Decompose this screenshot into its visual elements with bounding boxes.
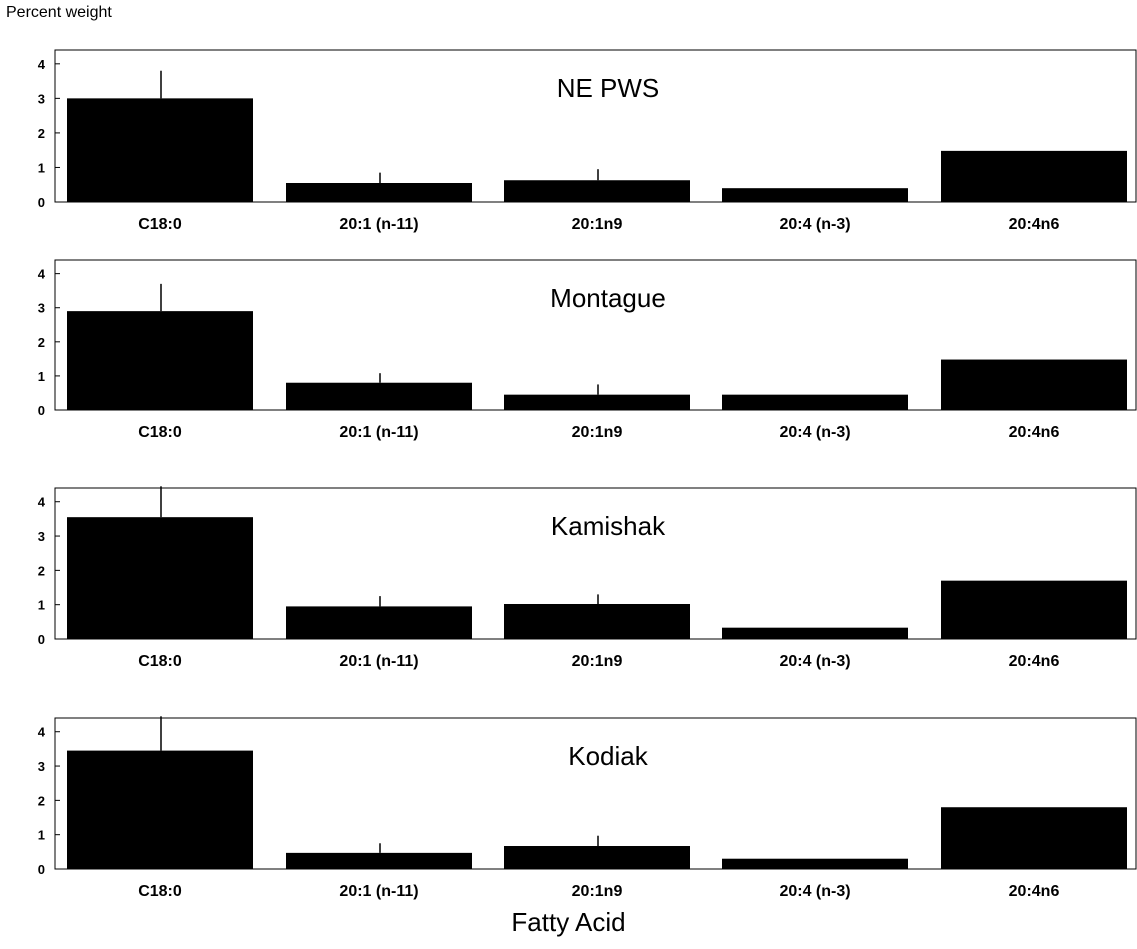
panel-2-ytick-label-1: 1 [38, 369, 45, 384]
panel-4-bar-4 [722, 858, 908, 869]
panel-1-category-label-1: C18:0 [138, 216, 182, 233]
panel-4-category-label-4: 20:4 (n-3) [779, 883, 850, 900]
panel-4-category-label-2: 20:1 (n-11) [339, 883, 418, 900]
panel-4-ytick-label-2: 2 [38, 793, 45, 808]
panel-4-category-label-3: 20:1n9 [572, 883, 623, 900]
panel-3-bar-5 [941, 580, 1127, 639]
panel-3-title: Kamishak [551, 511, 666, 541]
panel-3-category-label-3: 20:1n9 [572, 653, 623, 670]
panel-2-ytick-label-4: 4 [38, 267, 46, 282]
panel-4-category-label-5: 20:4n6 [1009, 883, 1060, 900]
panel-1-category-label-3: 20:1n9 [572, 216, 623, 233]
panel-1-bar-2 [286, 183, 472, 202]
panel-3-bar-1 [67, 517, 253, 639]
panel-2-category-label-2: 20:1 (n-11) [339, 424, 418, 441]
panel-4-category-label-1: C18:0 [138, 883, 182, 900]
x-axis-label: Fatty Acid [511, 907, 626, 937]
panel-4-bar-3 [504, 846, 690, 869]
panel-3-ytick-label-2: 2 [38, 563, 45, 578]
panel-3-bar-3 [504, 603, 690, 639]
panel-1-ytick-label-2: 2 [38, 126, 45, 141]
panel-1-bar-1 [67, 98, 253, 202]
panel-1-bar-4 [722, 188, 908, 202]
panel-3-category-label-4: 20:4 (n-3) [779, 653, 850, 670]
panel-1-ytick-label-3: 3 [38, 91, 45, 106]
panel-2-category-label-5: 20:4n6 [1009, 424, 1060, 441]
panel-4-ytick-label-4: 4 [38, 725, 46, 740]
panel-2-category-label-1: C18:0 [138, 424, 182, 441]
panel-4-title: Kodiak [568, 741, 648, 771]
panel-2-bar-1 [67, 311, 253, 410]
panel-2-ytick-label-2: 2 [38, 335, 45, 350]
panel-1-ytick-label-4: 4 [38, 57, 46, 72]
panel-4-bar-1 [67, 750, 253, 869]
panel-4-bar-5 [941, 807, 1127, 869]
panel-2-bar-3 [504, 394, 690, 410]
panel-3-category-label-2: 20:1 (n-11) [339, 653, 418, 670]
panel-4-ytick-label-0: 0 [38, 862, 45, 877]
panel-2-title: Montague [550, 283, 666, 313]
panel-3-ytick-label-3: 3 [38, 529, 45, 544]
panel-3-category-label-1: C18:0 [138, 653, 182, 670]
panel-2-bar-4 [722, 394, 908, 410]
panel-2-bar-5 [941, 359, 1127, 410]
panel-1-bar-5 [941, 150, 1127, 202]
panel-1-ytick-label-1: 1 [38, 160, 45, 175]
panel-4-ytick-label-3: 3 [38, 759, 45, 774]
panel-3-ytick-label-1: 1 [38, 598, 45, 613]
panel-2-bar-2 [286, 382, 472, 410]
panel-1-ytick-label-0: 0 [38, 195, 45, 210]
panel-1-bar-3 [504, 180, 690, 202]
panel-4-bar-2 [286, 852, 472, 869]
panel-1-category-label-4: 20:4 (n-3) [779, 216, 850, 233]
panel-4-ytick-label-1: 1 [38, 828, 45, 843]
panel-1-category-label-2: 20:1 (n-11) [339, 216, 418, 233]
panel-3-bar-2 [286, 606, 472, 639]
y-axis-label: Percent weight [6, 4, 112, 21]
panel-3-category-label-5: 20:4n6 [1009, 653, 1060, 670]
panel-3-ytick-label-4: 4 [38, 495, 46, 510]
panel-2-ytick-label-3: 3 [38, 301, 45, 316]
panel-2-category-label-4: 20:4 (n-3) [779, 424, 850, 441]
panel-3-bar-4 [722, 627, 908, 639]
panel-2-category-label-3: 20:1n9 [572, 424, 623, 441]
panel-1-category-label-5: 20:4n6 [1009, 216, 1060, 233]
panel-3-ytick-label-0: 0 [38, 632, 45, 647]
panel-2-ytick-label-0: 0 [38, 403, 45, 418]
panel-1-title: NE PWS [557, 73, 660, 103]
